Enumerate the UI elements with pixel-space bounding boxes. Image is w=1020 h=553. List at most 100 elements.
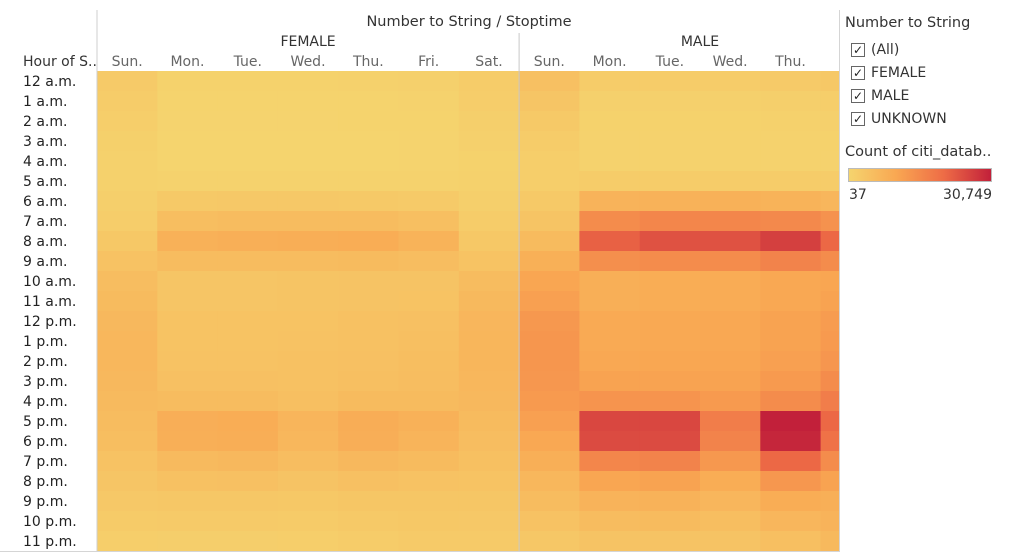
heatmap-cell[interactable] bbox=[157, 191, 218, 212]
heatmap-cell[interactable] bbox=[157, 111, 218, 132]
heatmap-cell[interactable] bbox=[519, 531, 580, 552]
heatmap-cell[interactable] bbox=[820, 271, 840, 292]
heatmap-cell[interactable] bbox=[338, 271, 399, 292]
heatmap-cell[interactable] bbox=[700, 311, 761, 332]
heatmap-cell[interactable] bbox=[639, 411, 701, 432]
heatmap-cell[interactable] bbox=[700, 91, 761, 112]
heatmap-cell[interactable] bbox=[157, 451, 218, 472]
heatmap-cell[interactable] bbox=[97, 351, 158, 372]
heatmap-cell[interactable] bbox=[338, 351, 399, 372]
heatmap-cell[interactable] bbox=[519, 171, 580, 192]
heatmap-cell[interactable] bbox=[338, 211, 399, 232]
heatmap-cell[interactable] bbox=[338, 391, 399, 412]
heatmap-cell[interactable] bbox=[217, 511, 279, 532]
heatmap-cell[interactable] bbox=[157, 311, 218, 332]
heatmap-cell[interactable] bbox=[157, 171, 218, 192]
filter-item-all[interactable]: ✓ (All) bbox=[851, 41, 899, 59]
heatmap-cell[interactable] bbox=[157, 291, 218, 312]
heatmap-cell[interactable] bbox=[579, 91, 641, 112]
heatmap-cell[interactable] bbox=[97, 471, 158, 492]
checkbox-icon[interactable]: ✓ bbox=[851, 89, 865, 103]
heatmap-cell[interactable] bbox=[277, 71, 339, 92]
heatmap-cell[interactable] bbox=[458, 411, 520, 432]
heatmap-cell[interactable] bbox=[760, 391, 821, 412]
heatmap-cell[interactable] bbox=[97, 371, 158, 392]
heatmap-cell[interactable] bbox=[639, 391, 701, 412]
heatmap-cell[interactable] bbox=[760, 131, 821, 152]
heatmap-cell[interactable] bbox=[157, 231, 218, 252]
heatmap-cell[interactable] bbox=[398, 511, 460, 532]
heatmap-cell[interactable] bbox=[338, 231, 399, 252]
heatmap-cell[interactable] bbox=[519, 151, 580, 172]
heatmap-cell[interactable] bbox=[217, 131, 279, 152]
heatmap-cell[interactable] bbox=[97, 91, 158, 112]
heatmap-cell[interactable] bbox=[820, 431, 840, 452]
heatmap-cell[interactable] bbox=[700, 111, 761, 132]
heatmap-cell[interactable] bbox=[277, 491, 339, 512]
heatmap-cell[interactable] bbox=[579, 351, 641, 372]
heatmap-cell[interactable] bbox=[760, 351, 821, 372]
heatmap-cell[interactable] bbox=[458, 391, 520, 412]
heatmap-cell[interactable] bbox=[700, 231, 761, 252]
heatmap-cell[interactable] bbox=[157, 431, 218, 452]
heatmap-cell[interactable] bbox=[458, 451, 520, 472]
checkbox-icon[interactable]: ✓ bbox=[851, 66, 865, 80]
heatmap-cell[interactable] bbox=[458, 351, 520, 372]
heatmap-cell[interactable] bbox=[338, 511, 399, 532]
heatmap-cell[interactable] bbox=[97, 191, 158, 212]
heatmap-cell[interactable] bbox=[157, 131, 218, 152]
heatmap-cell[interactable] bbox=[217, 111, 279, 132]
heatmap-cell[interactable] bbox=[760, 331, 821, 352]
heatmap-cell[interactable] bbox=[458, 91, 520, 112]
heatmap-cell[interactable] bbox=[338, 191, 399, 212]
heatmap-cell[interactable] bbox=[519, 451, 580, 472]
heatmap-cell[interactable] bbox=[820, 211, 840, 232]
heatmap-cell[interactable] bbox=[760, 211, 821, 232]
heatmap-cell[interactable] bbox=[820, 251, 840, 272]
heatmap-cell[interactable] bbox=[458, 291, 520, 312]
heatmap-cell[interactable] bbox=[338, 251, 399, 272]
heatmap-cell[interactable] bbox=[398, 391, 460, 412]
heatmap-cell[interactable] bbox=[820, 371, 840, 392]
heatmap-cell[interactable] bbox=[519, 351, 580, 372]
heatmap-cell[interactable] bbox=[639, 311, 701, 332]
heatmap-cell[interactable] bbox=[338, 371, 399, 392]
filter-item-unknown[interactable]: ✓ UNKNOWN bbox=[851, 110, 947, 128]
heatmap-cell[interactable] bbox=[338, 311, 399, 332]
heatmap-cell[interactable] bbox=[338, 331, 399, 352]
heatmap-cell[interactable] bbox=[277, 511, 339, 532]
heatmap-cell[interactable] bbox=[217, 171, 279, 192]
heatmap-cell[interactable] bbox=[157, 151, 218, 172]
heatmap-cell[interactable] bbox=[277, 311, 339, 332]
heatmap-cell[interactable] bbox=[639, 151, 701, 172]
heatmap-cell[interactable] bbox=[519, 431, 580, 452]
heatmap-cell[interactable] bbox=[338, 91, 399, 112]
heatmap-cell[interactable] bbox=[97, 211, 158, 232]
heatmap-cell[interactable] bbox=[458, 471, 520, 492]
heatmap-cell[interactable] bbox=[97, 431, 158, 452]
heatmap-cell[interactable] bbox=[639, 471, 701, 492]
heatmap-cell[interactable] bbox=[519, 91, 580, 112]
heatmap-cell[interactable] bbox=[760, 71, 821, 92]
heatmap-cell[interactable] bbox=[579, 171, 641, 192]
heatmap-cell[interactable] bbox=[700, 331, 761, 352]
heatmap-cell[interactable] bbox=[458, 531, 520, 552]
heatmap-cell[interactable] bbox=[217, 391, 279, 412]
heatmap-cell[interactable] bbox=[458, 151, 520, 172]
heatmap-cell[interactable] bbox=[277, 531, 339, 552]
heatmap-cell[interactable] bbox=[97, 511, 158, 532]
heatmap-cell[interactable] bbox=[97, 71, 158, 92]
heatmap-cell[interactable] bbox=[97, 231, 158, 252]
heatmap-cell[interactable] bbox=[398, 231, 460, 252]
heatmap-cell[interactable] bbox=[217, 151, 279, 172]
heatmap-cell[interactable] bbox=[519, 311, 580, 332]
heatmap-cell[interactable] bbox=[639, 171, 701, 192]
heatmap-cell[interactable] bbox=[579, 511, 641, 532]
heatmap-cell[interactable] bbox=[217, 91, 279, 112]
heatmap-cell[interactable] bbox=[277, 431, 339, 452]
heatmap-cell[interactable] bbox=[97, 451, 158, 472]
heatmap-cell[interactable] bbox=[700, 291, 761, 312]
heatmap-cell[interactable] bbox=[277, 471, 339, 492]
heatmap-cell[interactable] bbox=[277, 171, 339, 192]
heatmap-cell[interactable] bbox=[820, 471, 840, 492]
